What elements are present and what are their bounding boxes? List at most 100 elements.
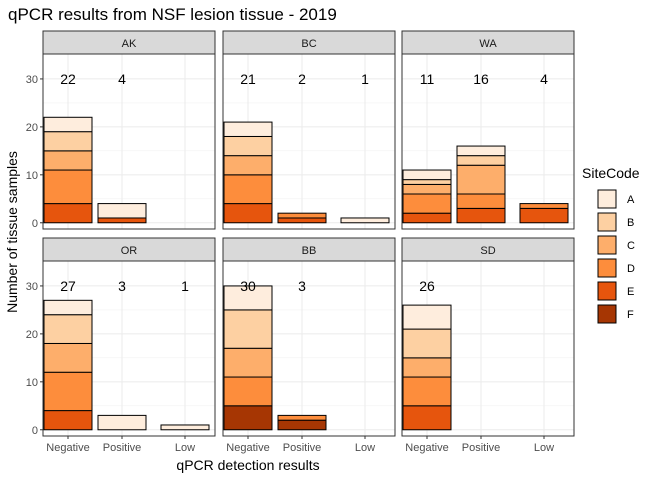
facet-panel-sd: SD 26 Negative Positive Low — [401, 237, 575, 454]
bar-segment-negative-b — [223, 135, 273, 157]
bar-segment-negative-c — [402, 183, 452, 195]
legend-label-d: D — [627, 263, 635, 275]
count-label: 26 — [419, 278, 435, 294]
count-label: 3 — [118, 278, 126, 294]
bar-segment-negative-b — [223, 309, 273, 349]
legend-key-b — [597, 212, 617, 232]
facet-strip-label: BC — [301, 38, 316, 50]
bar-segment-negative-c — [223, 347, 273, 378]
bar-segment-negative-b — [43, 131, 93, 152]
bar-segment-positive-e — [456, 207, 506, 224]
y-tick-label: 30 — [26, 281, 38, 293]
bar-segment-negative-e — [402, 212, 452, 224]
bar-segment-negative-e — [402, 405, 452, 431]
panel-border — [222, 260, 396, 437]
y-tick-label: 10 — [26, 170, 38, 182]
bar-segment-negative-a — [43, 299, 93, 316]
bar-segment-positive-b — [456, 155, 506, 166]
count-label: 22 — [60, 71, 76, 87]
x-tick-label: Low — [355, 442, 375, 454]
bar-segment-positive-a — [456, 145, 506, 157]
bar-segment-negative-d — [402, 193, 452, 214]
count-label: 1 — [181, 278, 189, 294]
facet-strip-label: OR — [121, 245, 138, 257]
bar-segment-negative-a — [402, 304, 452, 330]
bar-segment-negative-a — [223, 285, 273, 311]
panel-border — [401, 53, 575, 230]
bar-segment-positive-d — [277, 414, 327, 421]
bar-segment-positive-e — [97, 217, 147, 224]
bar-segment-positive-c — [456, 164, 506, 195]
facet-strip-label: AK — [122, 38, 137, 50]
y-tick-label: 0 — [32, 425, 38, 437]
panel-border — [42, 260, 216, 437]
count-label: 4 — [540, 71, 548, 87]
bar-segment-negative-c — [43, 150, 93, 171]
count-label: 4 — [118, 71, 126, 87]
x-axis-title: qPCR detection results — [176, 457, 319, 473]
bar-segment-negative-c — [402, 357, 452, 378]
x-tick-label: Negative — [405, 442, 448, 454]
legend-label-f: F — [627, 309, 634, 321]
bar-segment-low-a — [160, 424, 210, 431]
facet-panel-bb: BB 30 3 Negative Positive Low — [222, 237, 396, 454]
legend-label-e: E — [627, 286, 634, 298]
y-tick-label: 30 — [26, 74, 38, 86]
count-label: 2 — [298, 71, 306, 87]
bar-segment-low-a — [340, 217, 390, 224]
count-label: 27 — [60, 278, 76, 294]
chart-title: qPCR results from NSF lesion tissue - 20… — [8, 5, 337, 24]
y-tick-label: 0 — [32, 218, 38, 230]
count-label: 16 — [473, 71, 489, 87]
legend-label-b: B — [627, 217, 634, 229]
count-label: 30 — [240, 278, 256, 294]
y-tick-label: 10 — [26, 377, 38, 389]
bar-segment-negative-e — [223, 203, 273, 224]
bar-segment-negative-a — [43, 116, 93, 133]
legend-label-a: A — [627, 194, 635, 206]
y-tick-label: 20 — [26, 122, 38, 134]
bar-segment-positive-e — [277, 217, 327, 224]
legend-key-e — [597, 281, 617, 301]
bar-segment-negative-d — [223, 174, 273, 205]
bar-segment-positive-a — [97, 203, 147, 219]
legend-key-c — [597, 235, 617, 255]
count-label: 1 — [361, 71, 369, 87]
bar-segment-negative-e — [43, 203, 93, 224]
bar-segment-negative-b — [402, 328, 452, 359]
bar-segment-negative-d — [402, 376, 452, 407]
panel-border — [222, 53, 396, 230]
bar-segment-negative-f — [223, 405, 273, 431]
bar-segment-positive-a — [97, 414, 147, 431]
bar-segment-negative-b — [402, 179, 452, 185]
facet-strip-label: SD — [480, 245, 495, 257]
x-tick-label: Low — [534, 442, 554, 454]
bar-segment-negative-a — [223, 121, 273, 137]
y-axis-title: Number of tissue samples — [4, 151, 20, 313]
count-label: 21 — [240, 71, 256, 87]
y-tick-label: 20 — [26, 329, 38, 341]
legend-label-c: C — [627, 240, 635, 252]
facet-panel-ak: AK 22 4 0 10 20 30 — [26, 30, 216, 230]
legend-key-d — [597, 258, 617, 278]
bar-segment-negative-a — [402, 169, 452, 181]
bar-segment-positive-d — [277, 212, 327, 219]
legend-key-a — [597, 189, 617, 209]
panel-border — [42, 53, 216, 230]
facet-strip-label: BB — [302, 245, 317, 257]
x-tick-label: Positive — [462, 442, 501, 454]
bar-segment-negative-d — [223, 376, 273, 407]
facet-panel-wa: WA 11 16 4 — [401, 30, 575, 230]
bar-segment-negative-b — [43, 314, 93, 344]
legend-title: SiteCode — [582, 165, 640, 181]
x-tick-label: Positive — [283, 442, 322, 454]
bar-segment-negative-e — [43, 410, 93, 431]
count-label: 3 — [298, 278, 306, 294]
facet-strip-label: WA — [479, 38, 497, 50]
bar-segment-low-e — [519, 207, 569, 224]
legend-key-f — [597, 304, 617, 324]
count-label: 11 — [420, 71, 435, 87]
